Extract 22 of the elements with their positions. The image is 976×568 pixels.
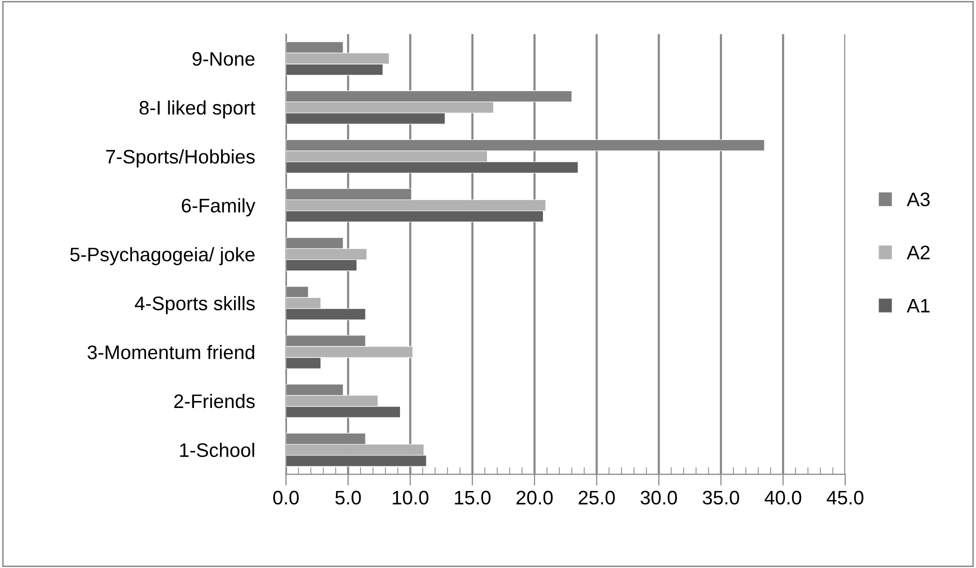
x-tick-label: 25.0 xyxy=(578,490,615,505)
y-tick-label: 7-Sports/Hobbies xyxy=(106,149,255,168)
legend-label: A2 xyxy=(906,246,930,260)
y-tick-label: 8-I liked sport xyxy=(140,100,256,119)
y-tick-label: 5-Psychagogeia/ joke xyxy=(70,247,255,266)
y-tick-label: 6-Family xyxy=(182,198,256,216)
y-tick-label: 3-Momentum friend xyxy=(88,344,254,360)
x-tick-label: 5.0 xyxy=(335,490,361,505)
x-tick-label: 35.0 xyxy=(702,490,740,505)
y-tick-label: 2-Friends xyxy=(174,394,255,408)
y-tick-label: 4-Sports skills xyxy=(134,296,255,314)
y-tick-label: 9-None xyxy=(192,52,255,66)
y-tick-label: 1-School xyxy=(180,442,254,458)
x-tick-label: 0.0 xyxy=(273,490,299,505)
x-tick-label: 20.0 xyxy=(516,490,553,505)
x-tick-label: 10.0 xyxy=(392,490,428,505)
x-tick-label: 45.0 xyxy=(826,490,864,505)
x-tick-label: 40.0 xyxy=(764,490,802,505)
legend-label: A1 xyxy=(906,298,930,312)
x-tick-label: 30.0 xyxy=(640,490,677,505)
x-tick-label: 15.0 xyxy=(454,490,491,505)
legend-label: A3 xyxy=(906,192,930,206)
